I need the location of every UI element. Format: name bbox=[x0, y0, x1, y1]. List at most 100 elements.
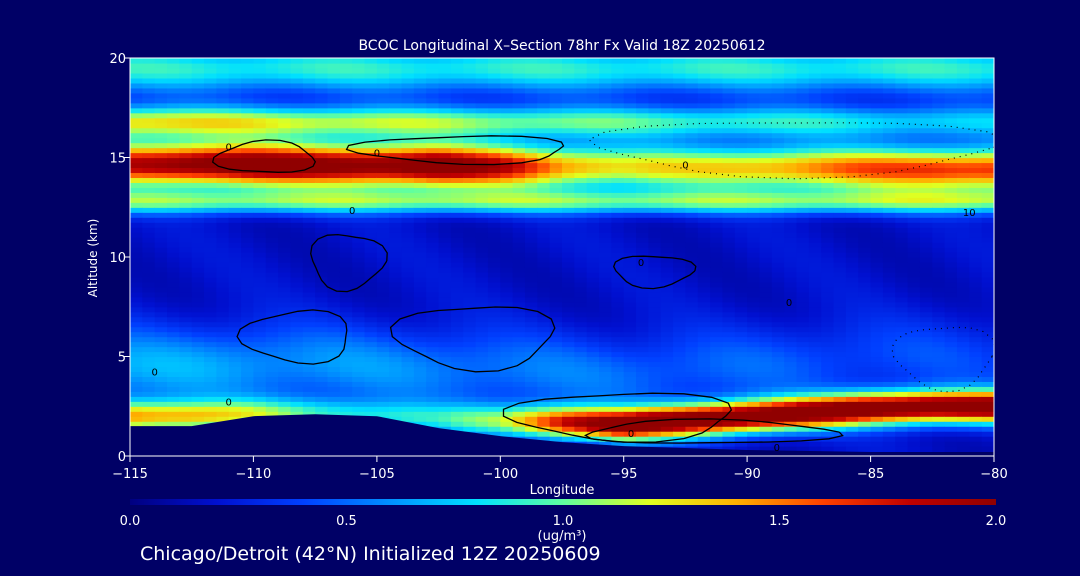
field-cell bbox=[154, 257, 168, 263]
field-cell bbox=[426, 361, 440, 368]
field-cell bbox=[204, 336, 217, 343]
field-cell bbox=[845, 212, 859, 218]
field-cell bbox=[339, 77, 353, 84]
field-cell bbox=[895, 311, 909, 318]
field-cell bbox=[290, 261, 304, 268]
field-cell bbox=[660, 296, 674, 303]
field-cell bbox=[734, 381, 748, 387]
field-cell bbox=[734, 386, 748, 392]
field-cell bbox=[216, 167, 230, 174]
field-cell bbox=[722, 276, 736, 283]
field-cell bbox=[870, 242, 884, 248]
field-cell bbox=[710, 331, 724, 338]
field-cell bbox=[524, 431, 538, 437]
field-cell bbox=[549, 421, 563, 427]
field-cell bbox=[154, 167, 168, 174]
field-cell bbox=[364, 102, 378, 109]
field-cell bbox=[512, 232, 526, 238]
field-cell bbox=[648, 321, 662, 328]
field-cell bbox=[685, 276, 699, 283]
field-cell bbox=[339, 147, 353, 154]
field-cell bbox=[315, 62, 329, 69]
field-cell bbox=[611, 107, 625, 114]
field-cell bbox=[364, 266, 378, 273]
field-cell bbox=[339, 276, 353, 283]
field-cell bbox=[771, 351, 785, 358]
field-cell bbox=[142, 416, 156, 422]
field-cell bbox=[734, 421, 748, 427]
field-cell bbox=[216, 152, 230, 159]
field-cell bbox=[821, 102, 835, 109]
field-cell bbox=[339, 316, 353, 323]
field-cell bbox=[167, 202, 180, 208]
field-cell bbox=[413, 261, 427, 268]
field-cell bbox=[265, 77, 279, 84]
field-cell bbox=[685, 376, 699, 382]
field-cell bbox=[450, 301, 464, 308]
field-cell bbox=[611, 436, 625, 442]
field-cell bbox=[660, 396, 674, 402]
field-cell bbox=[389, 62, 403, 69]
field-cell bbox=[697, 431, 711, 437]
field-cell bbox=[882, 202, 896, 208]
field-cell bbox=[302, 182, 316, 188]
field-cell bbox=[821, 137, 835, 144]
field-cell bbox=[364, 87, 378, 94]
field-cell bbox=[636, 67, 649, 74]
field-cell bbox=[660, 351, 674, 358]
field-cell bbox=[500, 172, 514, 179]
field-cell bbox=[549, 227, 563, 233]
field-cell bbox=[562, 77, 575, 84]
field-cell bbox=[142, 356, 156, 363]
field-cell bbox=[821, 212, 835, 218]
field-cell bbox=[438, 361, 452, 368]
field-cell bbox=[549, 147, 563, 154]
field-cell bbox=[574, 436, 588, 442]
field-cell bbox=[154, 346, 168, 353]
field-cell bbox=[339, 232, 353, 238]
field-cell bbox=[512, 112, 526, 119]
field-cell bbox=[339, 401, 353, 407]
field-cell bbox=[759, 187, 773, 193]
field-cell bbox=[154, 77, 168, 84]
field-cell bbox=[882, 261, 896, 268]
field-cell bbox=[512, 92, 526, 99]
field-cell bbox=[821, 77, 835, 84]
field-cell bbox=[697, 366, 711, 373]
field-cell bbox=[315, 321, 329, 328]
field-cell bbox=[179, 321, 193, 328]
field-cell bbox=[339, 62, 353, 69]
field-cell bbox=[895, 386, 909, 392]
field-cell bbox=[784, 87, 798, 94]
field-cell bbox=[710, 212, 724, 218]
field-cell bbox=[636, 436, 649, 442]
field-cell bbox=[179, 187, 193, 193]
field-cell bbox=[327, 266, 341, 273]
field-cell bbox=[574, 361, 588, 368]
field-cell bbox=[858, 396, 872, 402]
field-cell bbox=[870, 446, 884, 452]
field-cell bbox=[413, 137, 427, 144]
field-cell bbox=[228, 217, 242, 223]
field-cell bbox=[191, 87, 205, 94]
field-cell bbox=[438, 266, 452, 273]
field-cell bbox=[142, 207, 156, 213]
field-cell bbox=[487, 361, 501, 368]
field-cell bbox=[870, 227, 884, 233]
field-cell bbox=[475, 336, 489, 343]
field-cell bbox=[562, 97, 575, 104]
field-cell bbox=[771, 202, 785, 208]
field-cell bbox=[401, 396, 415, 402]
field-cell bbox=[524, 142, 538, 149]
field-cell bbox=[142, 157, 156, 164]
field-cell bbox=[475, 291, 489, 298]
field-cell bbox=[673, 431, 687, 437]
field-cell bbox=[401, 112, 415, 119]
field-cell bbox=[636, 152, 649, 159]
field-cell bbox=[512, 411, 526, 417]
field-cell bbox=[500, 326, 514, 333]
field-cell bbox=[463, 232, 477, 238]
field-cell bbox=[327, 112, 341, 119]
field-cell bbox=[895, 371, 909, 378]
field-cell bbox=[179, 58, 193, 64]
